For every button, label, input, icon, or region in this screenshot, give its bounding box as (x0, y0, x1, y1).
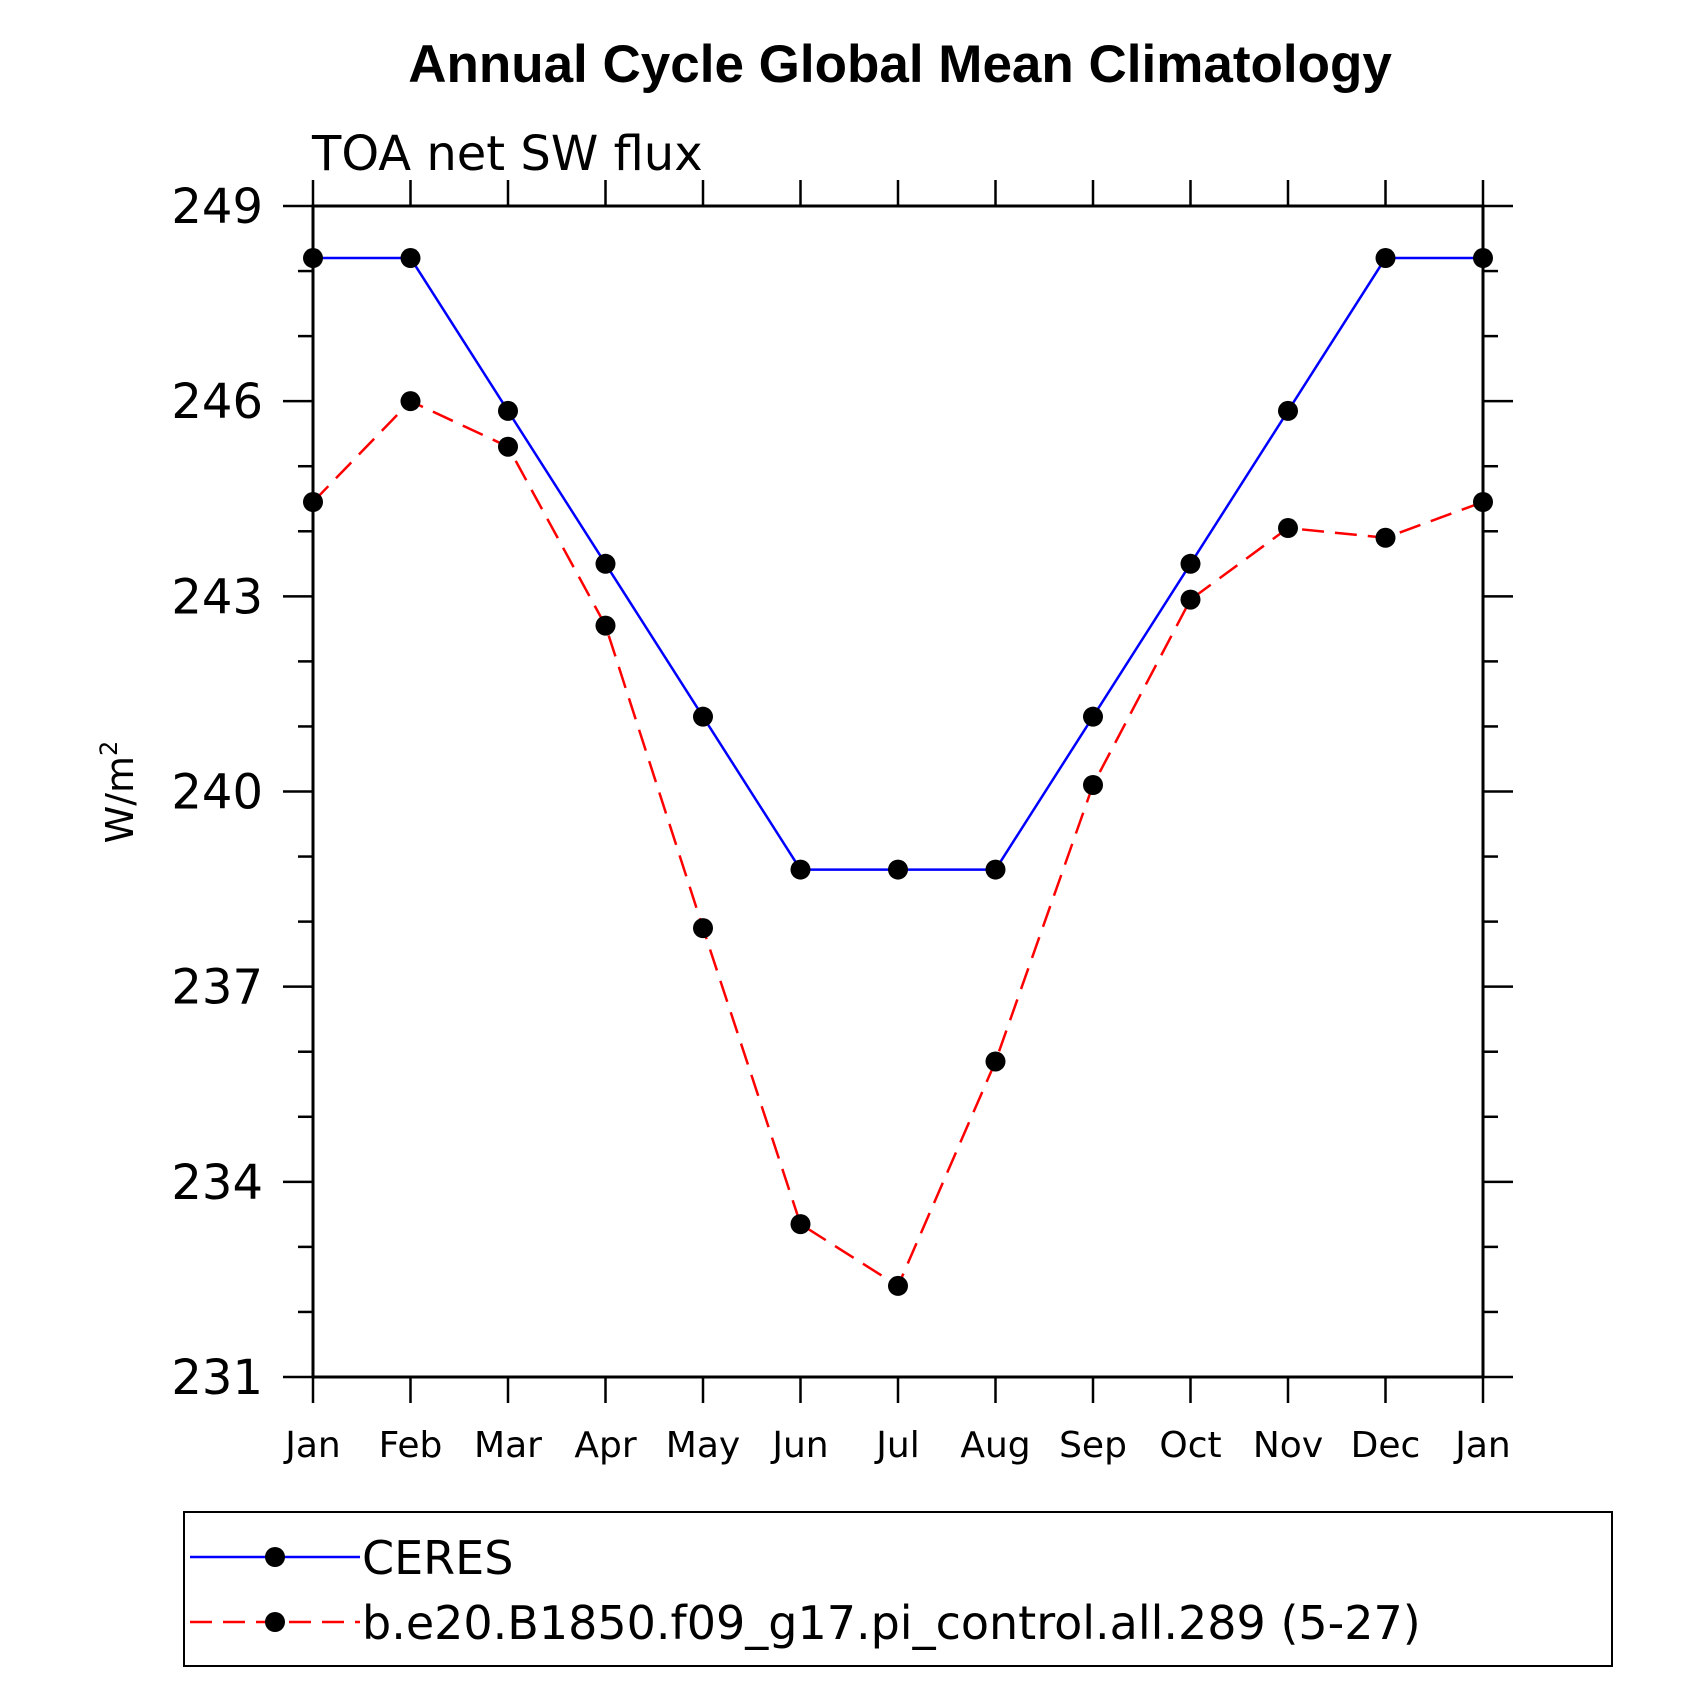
data-point (498, 436, 518, 457)
data-point (888, 859, 908, 880)
data-point (1083, 774, 1103, 795)
series-line (312, 399, 1484, 1288)
x-tick-label: Jan (283, 1425, 341, 1466)
data-point (498, 400, 518, 421)
chart-subtitle: TOA net SW flux (311, 126, 703, 182)
plot-series (303, 248, 1493, 1296)
x-tick-label: Jul (874, 1425, 919, 1466)
data-point (790, 859, 811, 880)
chart-title: Annual Cycle Global Mean Climatology (408, 35, 1392, 94)
data-point (1180, 553, 1201, 574)
y-axis-ticks (283, 204, 1513, 1379)
y-tick-label: 231 (171, 1350, 263, 1406)
data-point (595, 553, 616, 574)
data-point (985, 1051, 1006, 1072)
data-point (985, 859, 1006, 880)
x-tick-label: Mar (474, 1425, 542, 1466)
data-point (400, 391, 421, 412)
y-axis-label-exponent: 2 (95, 741, 123, 756)
data-point (1278, 518, 1298, 539)
x-tick-label: Apr (574, 1425, 636, 1466)
series-2 (303, 391, 1493, 1296)
data-point (1180, 589, 1201, 610)
legend-marker (265, 1547, 285, 1567)
data-point (693, 706, 713, 727)
data-point (400, 248, 421, 269)
legend-marker (265, 1612, 285, 1632)
y-axis-label: W/m (98, 756, 142, 843)
y-tick-label: 243 (171, 569, 263, 625)
series-1 (303, 248, 1493, 880)
legend-item: b.e20.B1850.f09_g17.pi_control.all.289 (… (190, 1596, 1421, 1650)
x-tick-label: Oct (1159, 1425, 1221, 1466)
x-axis-ticks (311, 180, 1485, 1403)
data-point (790, 1214, 811, 1235)
data-point (595, 615, 616, 636)
legend-box (183, 1511, 1613, 1667)
data-point (1375, 248, 1396, 269)
x-tick-label: Aug (960, 1425, 1030, 1466)
y-tick-label: 237 (171, 960, 263, 1016)
data-point (1375, 527, 1396, 548)
svg-text:W/m2: W/m2 (95, 741, 142, 844)
x-tick-label: Jun (770, 1425, 828, 1466)
x-tick-label: Nov (1253, 1425, 1323, 1466)
data-point (1278, 400, 1298, 421)
x-tick-label: Dec (1351, 1425, 1421, 1466)
y-tick-label: 246 (171, 374, 263, 430)
data-point (1083, 706, 1103, 727)
data-point (888, 1275, 908, 1296)
series-line (313, 256, 1483, 871)
x-tick-label: Sep (1059, 1425, 1127, 1466)
plot-frame (311, 204, 1485, 1379)
x-tick-label: Feb (379, 1425, 443, 1466)
y-tick-label: 249 (171, 179, 263, 235)
legend: CERES b.e20.B1850.f09_g17.pi_control.all.… (183, 1511, 1613, 1667)
legend-items: CERES b.e20.B1850.f09_g17.pi_control.all.… (190, 1531, 1421, 1650)
legend-item: CERES (190, 1531, 513, 1585)
data-point (693, 918, 713, 939)
y-tick-label: 234 (171, 1155, 263, 1211)
x-axis-tick-labels: Jan Feb Mar Apr May Jun Jul Aug Sep Oct Nov Dec Jan (283, 1425, 1511, 1466)
y-axis-title: W/m2 (95, 741, 142, 844)
legend-label: CERES (362, 1531, 513, 1585)
y-tick-label: 240 (171, 765, 263, 821)
legend-label: b.e20.B1850.f09_g17.pi_control.all.289 (… (362, 1596, 1421, 1650)
y-axis-tick-labels: 231 234 237 240 243 246 249 (171, 179, 263, 1406)
x-tick-label: Jan (1453, 1425, 1511, 1466)
x-tick-label: May (666, 1425, 740, 1466)
